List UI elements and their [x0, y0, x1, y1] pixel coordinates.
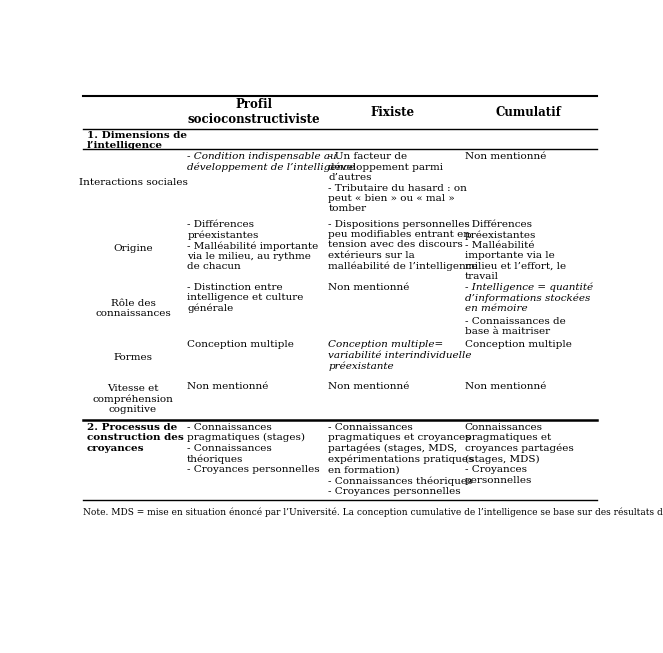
Text: Vitesse et
compréhension
cognitive: Vitesse et compréhension cognitive — [93, 384, 174, 415]
Text: - Connaissances de
base à maitriser: - Connaissances de base à maitriser — [465, 317, 566, 336]
Text: Conception multiple: Conception multiple — [187, 340, 294, 349]
Text: Profil
socioconstructiviste: Profil socioconstructiviste — [188, 99, 320, 126]
Text: Rôle des
connaissances: Rôle des connaissances — [95, 298, 171, 318]
Text: Connaissances
pragmatiques et
croyances partagées
(stages, MDS)
- Croyances
pers: Connaissances pragmatiques et croyances … — [465, 422, 573, 485]
Text: - Connaissances
pragmatiques et croyances
partagées (stages, MDS,
expérimentatio: - Connaissances pragmatiques et croyance… — [328, 422, 474, 496]
Text: Formes: Formes — [113, 353, 152, 362]
Text: Non mentionné: Non mentionné — [187, 381, 269, 390]
Text: - Condition indispensable au
développement de l’intelligence: - Condition indispensable au développeme… — [187, 151, 355, 172]
Text: Origine: Origine — [113, 244, 152, 253]
Text: - Intelligence = quantité
d’informations stockées
en mémoire: - Intelligence = quantité d’informations… — [465, 283, 593, 313]
Text: Interactions sociales: Interactions sociales — [78, 178, 188, 187]
Text: Note. MDS = mise en situation énoncé par l’Université. La conception cumulative : Note. MDS = mise en situation énoncé par… — [83, 508, 663, 517]
Text: - Dispositions personnelles
peu modifiables entrant en
tension avec des discours: - Dispositions personnelles peu modifiab… — [328, 219, 478, 271]
Text: Non mentionné: Non mentionné — [465, 151, 546, 161]
Text: Non mentionné: Non mentionné — [465, 381, 546, 390]
Text: Conception multiple=
variabilité interindividuelle
préexistante: Conception multiple= variabilité interin… — [328, 340, 472, 371]
Text: 2. Processus de
construction des
croyances: 2. Processus de construction des croyanc… — [87, 422, 184, 453]
Text: 1. Dimensions de
l’intelligence: 1. Dimensions de l’intelligence — [87, 131, 187, 150]
Text: - Différences
préexistantes
- Malléabilité
importante via le
milieu et l’effort,: - Différences préexistantes - Malléabili… — [465, 219, 566, 281]
Text: - Un facteur de
développement parmi
d’autres
- Tributaire du hasard : on
peut « : - Un facteur de développement parmi d’au… — [328, 151, 467, 214]
Text: Non mentionné: Non mentionné — [328, 381, 410, 390]
Text: - Connaissances
pragmatiques (stages)
- Connaissances
théoriques
- Croyances per: - Connaissances pragmatiques (stages) - … — [187, 422, 320, 474]
Text: Non mentionné: Non mentionné — [328, 283, 410, 291]
Text: Cumulatif: Cumulatif — [496, 106, 562, 119]
Text: - Différences
préexistantes
- Malléabilité importante
via le milieu, au rythme
d: - Différences préexistantes - Malléabili… — [187, 219, 318, 272]
Text: - Distinction entre
intelligence et culture
générale: - Distinction entre intelligence et cult… — [187, 283, 304, 313]
Text: Fixiste: Fixiste — [371, 106, 414, 119]
Text: Conception multiple: Conception multiple — [465, 340, 572, 349]
